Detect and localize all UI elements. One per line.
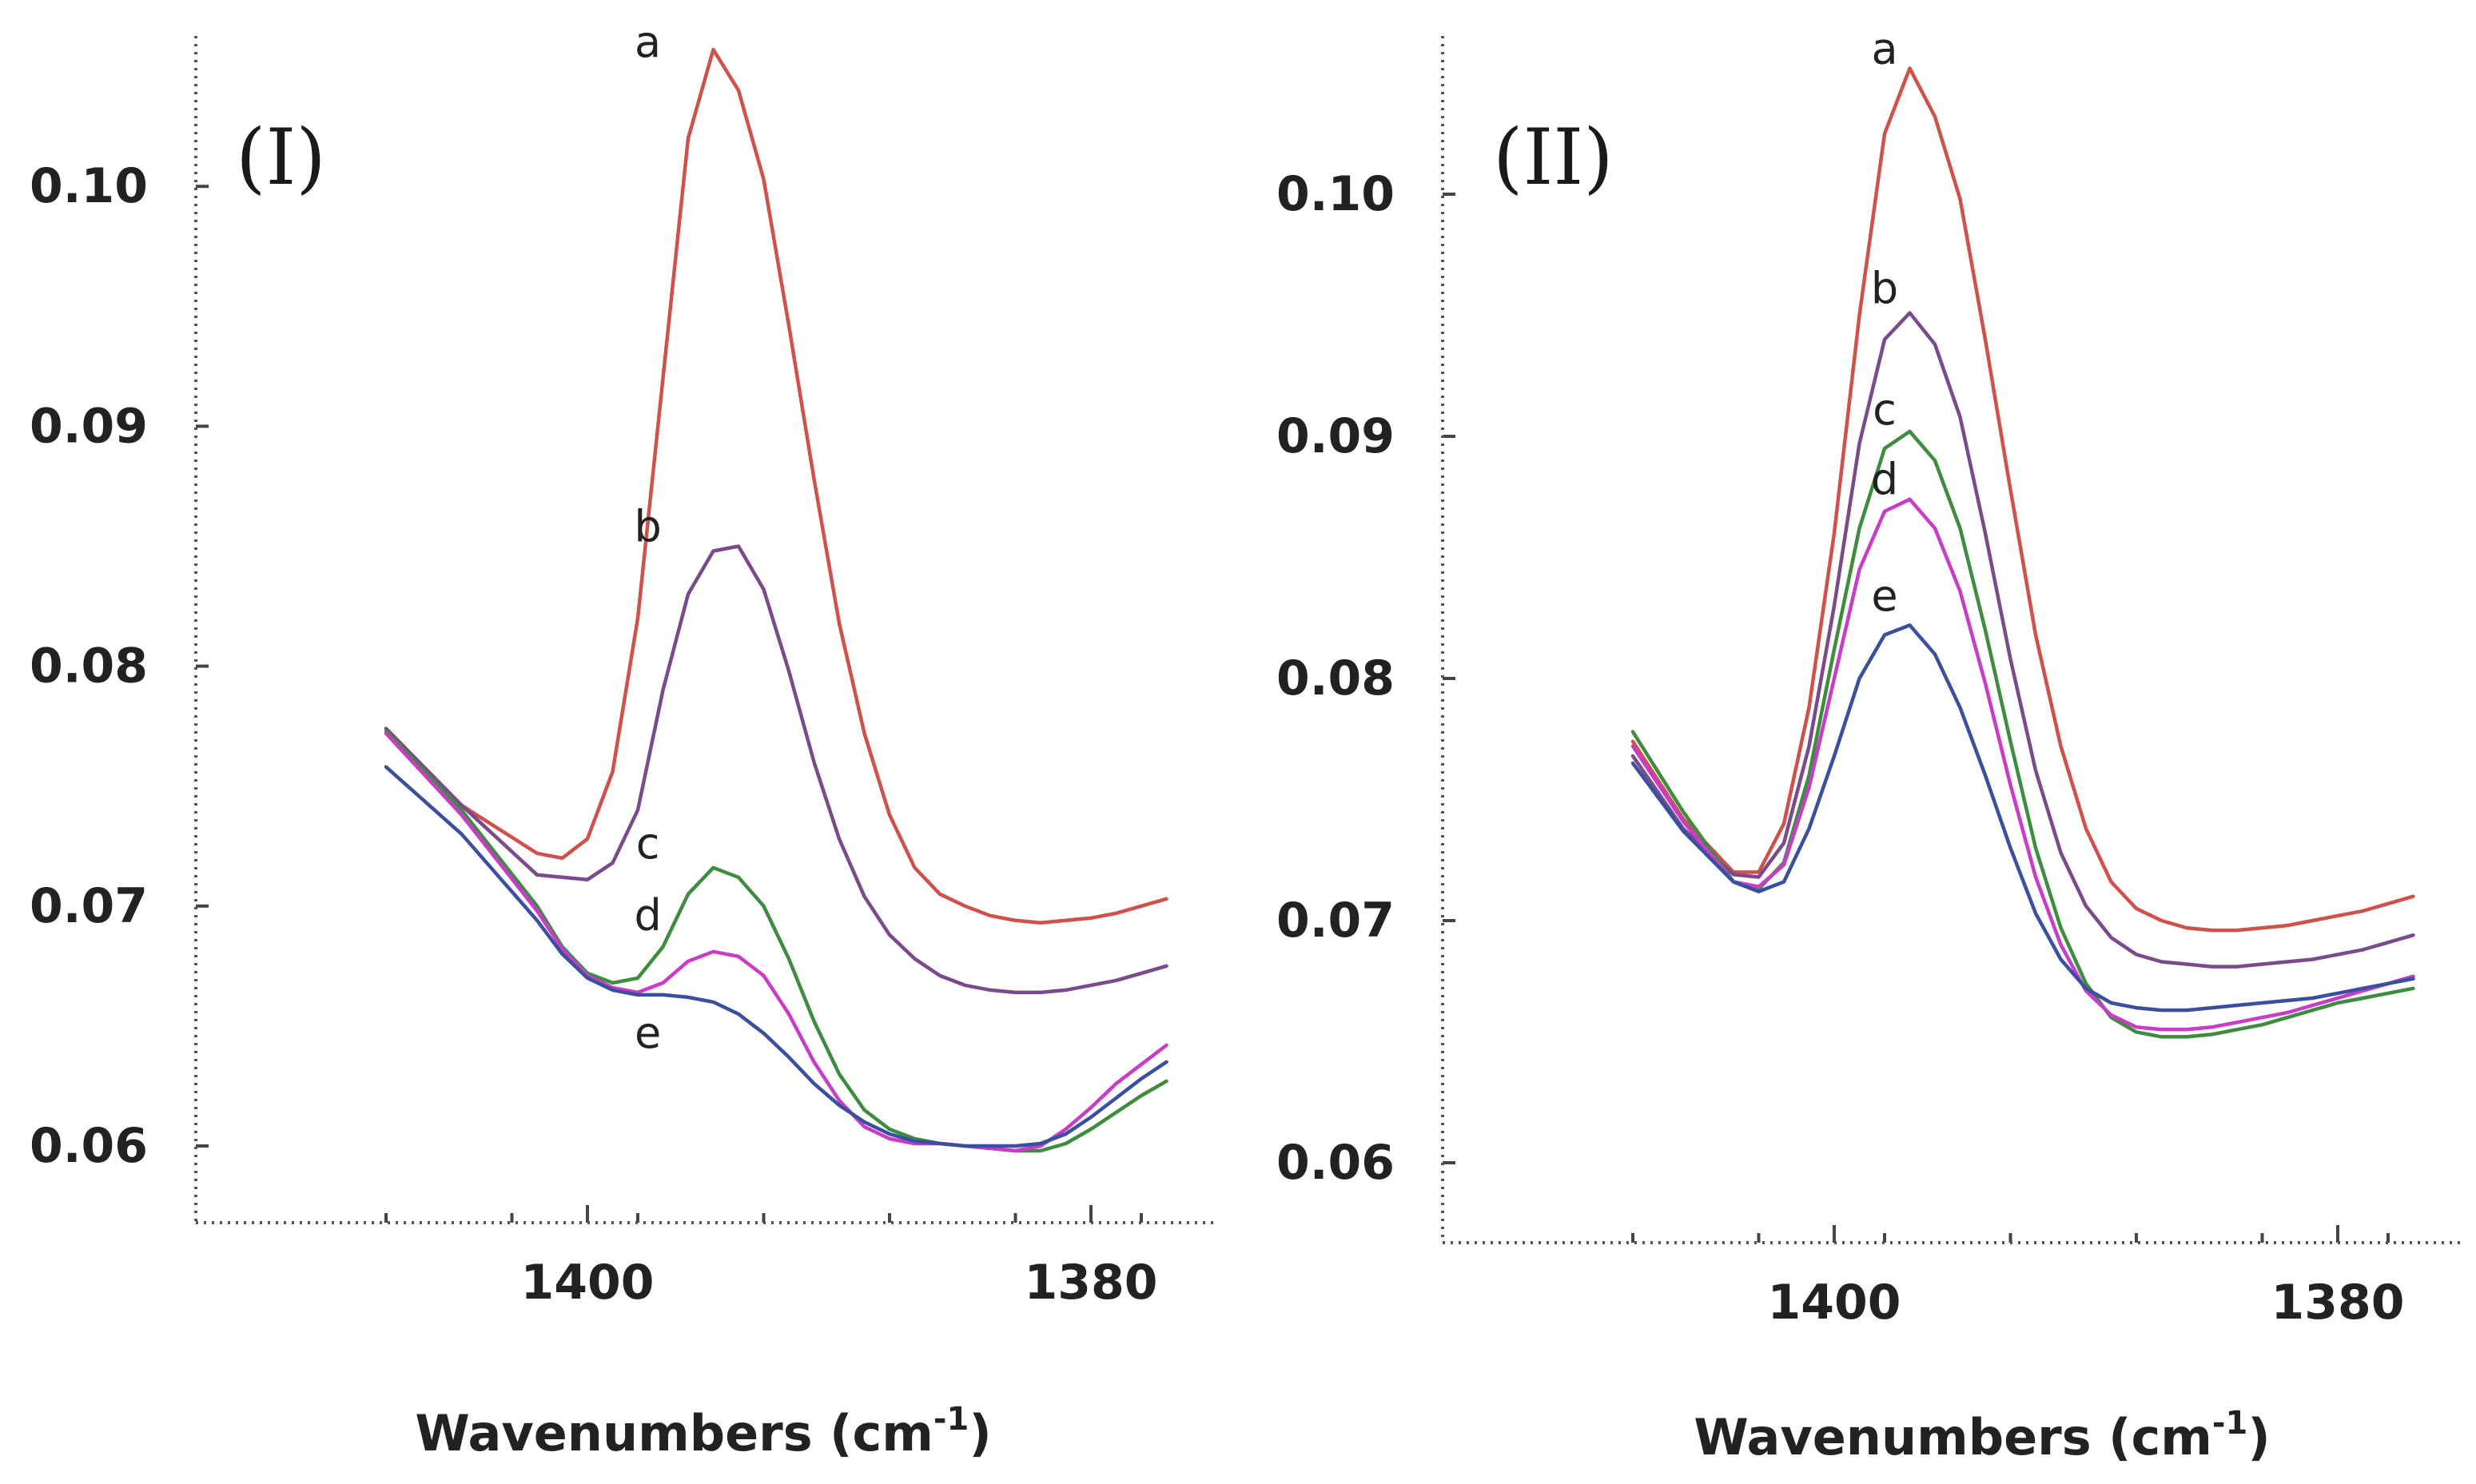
x-tick-label: 1400 xyxy=(521,1255,655,1311)
x-axis-label-close-II: ) xyxy=(2247,1408,2270,1466)
y-tick-label: 0.08 xyxy=(30,639,148,694)
x-axis-label-II: Wavenumbers (cm-1) xyxy=(1694,1405,2270,1466)
x-tick-labels-I: 1400 1380 xyxy=(521,1255,1158,1311)
x-axis-label-sup-II: -1 xyxy=(2212,1405,2247,1442)
y-tick-label: 0.09 xyxy=(30,398,148,454)
series-b-line xyxy=(1630,311,2415,969)
series-c-line xyxy=(384,729,1168,1153)
x-axis-label-text-I: Wavenumbers (cm xyxy=(415,1404,933,1462)
y-tick-label: 0.10 xyxy=(30,158,148,214)
series-d-label: d xyxy=(1871,455,1898,505)
y-tick-label: 0.06 xyxy=(30,1118,148,1174)
series-d-line xyxy=(1630,497,2415,1032)
series-c-line xyxy=(1630,429,2415,1039)
y-tick-label: 0.07 xyxy=(1276,893,1395,949)
x-axis-label-text-II: Wavenumbers (cm xyxy=(1694,1408,2212,1466)
y-tick-labels-II: 0.06 0.07 0.08 0.09 0.10 xyxy=(1276,166,1395,1191)
x-axis-label-I: Wavenumbers (cm-1) xyxy=(415,1401,991,1462)
y-tick-label: 0.10 xyxy=(1276,166,1395,222)
series-b-line xyxy=(384,544,1168,995)
series-e-line xyxy=(1630,623,2415,1013)
x-tick-label: 1400 xyxy=(1768,1275,1901,1331)
panel-title-I: (I) xyxy=(236,113,326,202)
series-a-label: a xyxy=(1871,23,1897,74)
series-e-line xyxy=(384,765,1168,1148)
series-c-label: c xyxy=(1873,384,1897,435)
series-d-label: d xyxy=(634,890,661,941)
x-axis-label-sup-I: -1 xyxy=(933,1401,969,1438)
curve-labels-I: a b cd e xyxy=(634,17,661,1058)
series-e-label: e xyxy=(635,1008,661,1058)
x-tick-label: 1380 xyxy=(2271,1275,2405,1331)
curves-II xyxy=(1630,66,2415,1039)
series-a-line xyxy=(384,47,1168,925)
x-axis-label-close-I: ) xyxy=(969,1404,991,1462)
series-a-label: a xyxy=(635,17,661,67)
y-tick-label: 0.09 xyxy=(1276,408,1395,464)
series-a-line xyxy=(1630,66,2415,933)
x-tick-label: 1380 xyxy=(1025,1255,1158,1311)
panel-I: (I) 0.060.070.080.090.10 1400 1380 abcde … xyxy=(30,17,1215,1462)
series-c-label: c xyxy=(636,818,660,869)
series-b-label: b xyxy=(1871,263,1898,313)
panel-title-II: (II) xyxy=(1493,113,1614,202)
series-b-label: b xyxy=(634,501,661,551)
panel-II: (II) 0.06 0.07 0.08 0.09 0.10 1400 1380 a b cd e… xyxy=(1276,23,2462,1466)
curves-I xyxy=(384,47,1168,1153)
series-e-label: e xyxy=(1871,571,1897,621)
y-tick-label: 0.08 xyxy=(1276,650,1395,706)
y-tick-label: 0.06 xyxy=(1276,1135,1395,1191)
x-tick-labels-II: 1400 1380 xyxy=(1768,1275,2405,1331)
y-tick-label: 0.07 xyxy=(30,878,148,934)
curve-labels-II: a b cd e xyxy=(1871,23,1898,621)
y-tick-labels-I: 0.06 0.07 0.08 0.09 0.10 xyxy=(30,158,148,1174)
